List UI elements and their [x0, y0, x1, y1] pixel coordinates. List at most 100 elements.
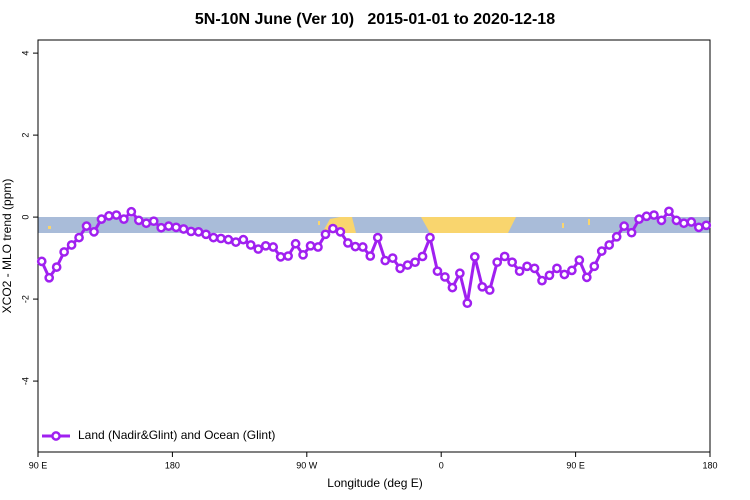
- data-point: [178, 224, 189, 234]
- data-point: [402, 260, 413, 270]
- data-point: [455, 268, 465, 279]
- data-point: [671, 215, 682, 226]
- data-point: [559, 269, 570, 280]
- data-point: [81, 221, 92, 231]
- data-point: [231, 237, 241, 247]
- data-point: [432, 266, 443, 277]
- data-point: [44, 272, 55, 283]
- x-tick-label: 180: [165, 460, 180, 470]
- data-point: [290, 238, 301, 249]
- data-point: [410, 257, 420, 268]
- data-point: [649, 210, 659, 220]
- plot-frame: [37, 39, 711, 453]
- data-point: [111, 210, 122, 220]
- data-point: [604, 240, 615, 250]
- x-tick-label: 90 W: [296, 460, 318, 470]
- data-point: [245, 240, 256, 250]
- data-point: [387, 253, 398, 263]
- data-point: [634, 214, 644, 224]
- data-point: [104, 211, 114, 221]
- data-point: [163, 221, 174, 231]
- data-point: [596, 246, 607, 256]
- data-point: [507, 257, 517, 268]
- data-point: [552, 263, 562, 274]
- data-point: [260, 240, 271, 251]
- data-point: [447, 282, 458, 293]
- data-point: [350, 241, 361, 252]
- data-point: [664, 206, 674, 217]
- data-point: [656, 215, 667, 226]
- data-point: [484, 285, 495, 295]
- data-point: [544, 270, 555, 281]
- data-point: [305, 240, 316, 251]
- data-point: [589, 261, 600, 272]
- y-tick-label: -2: [20, 295, 30, 303]
- legend-marker: [51, 431, 61, 441]
- data-point: [567, 265, 577, 276]
- data-point: [574, 255, 585, 265]
- y-tick-label: -4: [20, 377, 30, 385]
- data-point: [641, 211, 652, 222]
- data-point: [66, 240, 77, 250]
- data-point: [335, 227, 346, 237]
- data-point: [626, 227, 637, 238]
- x-tick-label: 90 E: [29, 460, 48, 470]
- x-tick-label: 180: [702, 460, 717, 470]
- data-point: [686, 217, 697, 227]
- legend-label: Land (Nadir&Glint) and Ocean (Glint): [78, 428, 275, 442]
- data-point: [89, 227, 99, 237]
- data-point: [365, 251, 376, 261]
- data-point: [216, 233, 226, 244]
- data-point: [283, 251, 293, 261]
- data-point: [59, 247, 69, 257]
- data-point: [425, 232, 435, 243]
- data-point: [74, 232, 84, 243]
- data-point: [208, 232, 219, 243]
- data-point: [693, 222, 704, 233]
- x-tick-label: 90 E: [566, 460, 585, 470]
- data-point: [238, 234, 249, 245]
- x-tick-label: 0: [439, 460, 444, 470]
- data-point: [537, 275, 547, 286]
- data-point: [372, 232, 383, 243]
- data-point: [275, 252, 286, 262]
- data-point: [679, 218, 689, 229]
- data-point: [529, 263, 540, 274]
- data-point: [619, 221, 629, 231]
- data-point: [328, 223, 338, 234]
- data-point: [171, 222, 181, 233]
- y-tick-label: 0: [20, 215, 30, 220]
- data-point: [268, 242, 279, 252]
- data-point: [462, 298, 473, 309]
- data-point: [320, 229, 331, 240]
- data-point: [253, 244, 264, 254]
- data-point: [313, 242, 323, 252]
- data-point: [611, 231, 622, 242]
- data-point: [522, 261, 532, 272]
- data-point: [51, 262, 62, 272]
- data-point: [141, 218, 152, 229]
- data-point: [126, 206, 137, 217]
- data-point: [492, 257, 503, 268]
- data-point: [477, 281, 488, 292]
- chart-title: 5N-10N June (Ver 10) 2015-01-01 to 2020-…: [195, 11, 555, 28]
- y-tick-label: 2: [20, 133, 30, 138]
- data-point: [186, 226, 196, 237]
- data-point: [201, 229, 211, 240]
- data-point: [701, 220, 712, 231]
- data-point: [156, 222, 167, 233]
- data-point: [119, 214, 129, 224]
- surface-mask: [38, 217, 710, 233]
- data-point: [357, 242, 368, 252]
- data-point: [469, 252, 480, 262]
- data-point: [223, 234, 234, 245]
- data-point: [96, 214, 107, 224]
- data-point: [298, 249, 308, 260]
- data-point: [581, 272, 592, 283]
- data-point: [133, 215, 144, 226]
- data-point: [514, 266, 525, 277]
- y-tick-label: 4: [20, 51, 30, 56]
- data-point: [193, 227, 204, 237]
- data-point: [499, 251, 510, 262]
